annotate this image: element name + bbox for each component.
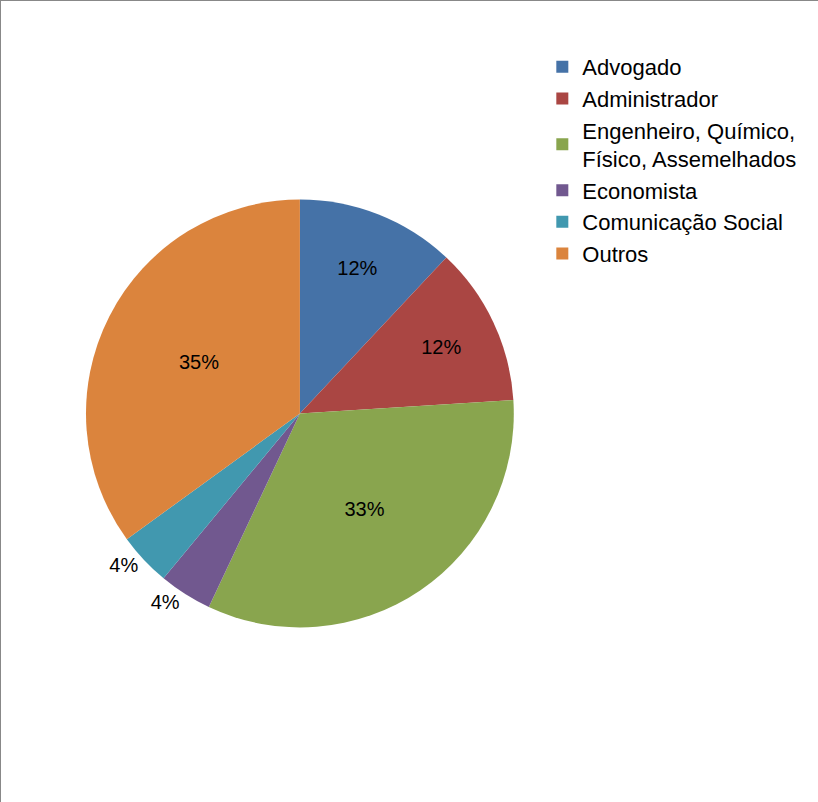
svg-text:Economista: Economista xyxy=(582,179,698,204)
svg-text:Advogado: Advogado xyxy=(582,55,681,80)
svg-text:Outros: Outros xyxy=(582,242,648,267)
svg-text:Engenheiro, Químico,Físico, As: Engenheiro, Químico,Físico, Assemelhados xyxy=(582,119,796,173)
svg-text:33%: 33% xyxy=(344,498,384,520)
svg-text:12%: 12% xyxy=(421,336,461,358)
svg-text:Administrador: Administrador xyxy=(582,87,718,112)
svg-text:35%: 35% xyxy=(179,351,219,373)
svg-text:4%: 4% xyxy=(109,554,138,576)
svg-text:Comunicação Social: Comunicação Social xyxy=(582,210,783,235)
svg-text:12%: 12% xyxy=(337,257,377,279)
svg-text:4%: 4% xyxy=(151,591,180,613)
